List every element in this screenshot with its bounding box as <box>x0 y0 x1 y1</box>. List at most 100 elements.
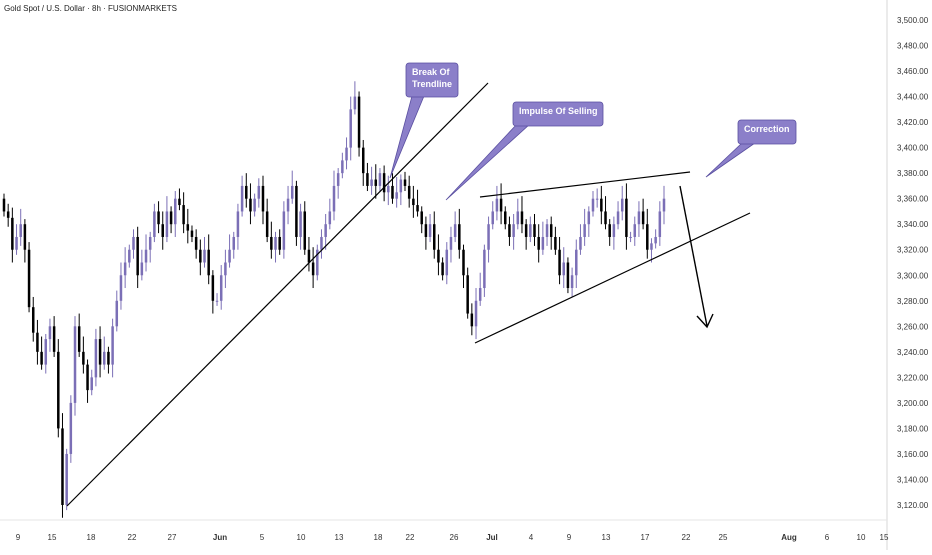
candle-body <box>199 249 202 263</box>
candle-body <box>529 224 532 237</box>
x-tick-label: 4 <box>529 533 534 542</box>
candle-body <box>123 262 127 276</box>
candle-body <box>478 288 482 301</box>
candle-body <box>583 224 586 237</box>
candle-body <box>520 211 524 225</box>
x-tick-label: 10 <box>297 533 306 542</box>
candle-body <box>612 224 616 237</box>
candle-body <box>549 224 553 237</box>
candle-body <box>466 275 469 314</box>
x-tick-label: 15 <box>880 533 889 542</box>
candle-body <box>575 249 578 276</box>
y-tick-label: 3,260.00 <box>897 322 929 331</box>
y-tick-label: 3,500.00 <box>897 16 929 25</box>
candle-body <box>153 211 156 237</box>
candle-body <box>278 236 281 250</box>
candle-body <box>15 236 18 250</box>
candle-body <box>533 224 536 237</box>
x-tick-label: 9 <box>16 533 21 542</box>
y-tick-label: 3,360.00 <box>897 195 929 204</box>
candle-body <box>570 275 574 289</box>
x-tick-label: 18 <box>87 533 96 542</box>
candle-body <box>641 211 645 225</box>
candle-body <box>240 185 244 212</box>
candle-body <box>437 249 440 263</box>
candle-body <box>48 326 52 340</box>
candle-body <box>470 313 474 327</box>
candle-body <box>215 300 219 302</box>
x-tick-label: 22 <box>128 533 137 542</box>
callout-break-trendline-tail <box>389 95 425 179</box>
candle-body <box>453 224 457 237</box>
candle-body <box>236 211 240 237</box>
candle-body <box>316 249 319 276</box>
candle-body <box>211 275 215 301</box>
candle-body <box>591 198 595 212</box>
candle-body <box>119 275 123 301</box>
candle-body <box>449 236 453 250</box>
callout-correction-text: Correction <box>744 124 790 134</box>
uptrend-line <box>66 82 489 507</box>
candle-body <box>157 211 160 225</box>
candle-body <box>203 249 206 263</box>
candle-body <box>487 224 490 250</box>
candle-body <box>245 185 248 199</box>
projection-arrow-line <box>679 185 708 327</box>
candle-body <box>161 224 164 237</box>
candle-body <box>77 326 81 352</box>
candle-body <box>311 262 315 276</box>
candle-body <box>374 179 378 186</box>
candle-body <box>182 205 185 225</box>
candle-body <box>307 249 311 263</box>
candle-body <box>403 179 407 186</box>
candle-body <box>512 224 515 237</box>
candle-body <box>458 224 461 250</box>
candle-body <box>111 326 114 365</box>
candle-body <box>207 249 210 276</box>
channel-upper-line <box>479 171 691 198</box>
candle-body <box>57 351 60 429</box>
candle-body <box>132 236 135 250</box>
candle-body <box>579 236 582 250</box>
candle-body <box>61 428 64 505</box>
candle-body <box>646 224 649 250</box>
candle-body <box>637 211 641 225</box>
candle-body <box>299 211 302 237</box>
candle-body <box>416 205 419 212</box>
candle-body <box>82 351 85 365</box>
candle-body <box>353 96 357 110</box>
y-tick-label: 3,220.00 <box>897 373 929 382</box>
x-tick-label: 17 <box>641 533 650 542</box>
candle-body <box>420 211 423 225</box>
projection-arrowhead <box>696 313 714 329</box>
candle-body <box>148 236 152 250</box>
y-tick-label: 3,180.00 <box>897 424 929 433</box>
y-tick-label: 3,440.00 <box>897 93 929 102</box>
candle-body <box>224 262 227 276</box>
candle-body <box>107 351 110 365</box>
y-tick-label: 3,300.00 <box>897 271 929 280</box>
candle-body <box>412 198 415 206</box>
symbol-header: Gold Spot / U.S. Dollar · 8h · FUSIONMAR… <box>4 4 177 13</box>
candle-body <box>558 249 561 276</box>
x-tick-label: 15 <box>48 533 57 542</box>
y-tick-label: 3,240.00 <box>897 348 929 357</box>
candle-body <box>73 326 77 403</box>
x-tick-label: 10 <box>857 533 866 542</box>
candle-body <box>424 224 428 237</box>
x-tick-label: 13 <box>602 533 611 542</box>
candle-body <box>249 198 252 212</box>
candle-body <box>303 211 307 250</box>
candle-body <box>274 236 277 250</box>
candle-body <box>219 275 223 301</box>
candle-body <box>178 198 181 206</box>
candle-body <box>633 224 637 237</box>
x-tick-label: 18 <box>374 533 383 542</box>
y-tick-label: 3,280.00 <box>897 297 929 306</box>
channel-lower-line <box>474 212 751 344</box>
candle-body <box>341 160 344 174</box>
x-tick-label: 22 <box>682 533 691 542</box>
x-tick-label: 9 <box>567 533 572 542</box>
